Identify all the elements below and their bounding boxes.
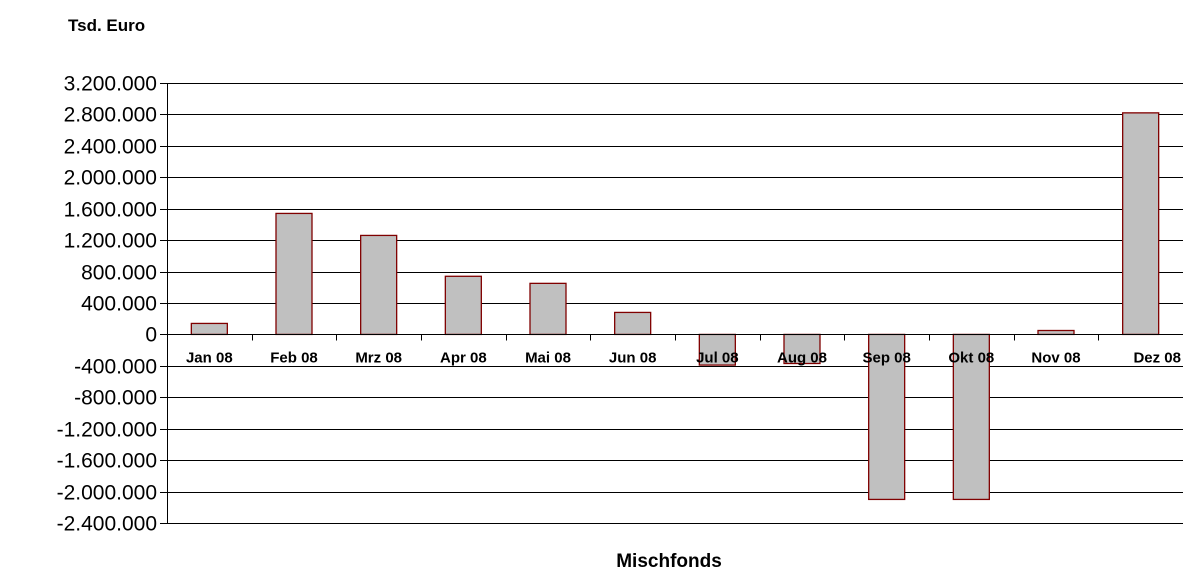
x-axis-title: Mischfonds [616,551,722,572]
bar [190,322,228,336]
bar [698,333,736,366]
x-tick-label: Mrz 08 [355,349,402,366]
bar [444,275,482,336]
bar [952,333,990,501]
y-tick-label: -1.200.000 [57,419,157,442]
y-tick-label: -1.600.000 [57,450,157,473]
y-tick-label: 800.000 [81,262,157,285]
bar [1037,329,1075,336]
x-tick-label: Okt 08 [948,349,994,366]
y-tick-label: 1.200.000 [64,230,157,253]
bar [1122,112,1160,336]
bar [529,282,567,336]
x-tick-label: Mai 08 [525,349,571,366]
bars [190,112,1160,501]
x-tick-labels: Jan 08 Feb 08 Mrz 08 Apr 08 Mai 08 Jun 08 Jul … [186,349,1181,366]
y-tick-label: -400.000 [74,356,157,379]
y-tick-label: 3.200.000 [64,73,157,96]
y-tick-label: 1.600.000 [64,199,157,222]
y-axis-unit-label: Tsd. Euro [68,16,146,35]
y-tick-label: 2.400.000 [64,136,157,159]
axes [167,83,1183,523]
bar [360,234,398,336]
x-tick-label: Apr 08 [440,349,487,366]
x-tick-label: Jun 08 [609,349,657,366]
x-tick-label: Aug 08 [777,349,827,366]
x-tick-label: Jan 08 [186,349,233,366]
y-tick-label: -2.000.000 [57,482,157,505]
x-tick-label: Jul 08 [696,349,739,366]
x-tick-label: Sep 08 [862,349,910,366]
bar [868,333,906,501]
y-tick-label: 2.800.000 [64,104,157,127]
y-tick-labels: 3.200.000 2.800.000 2.400.000 2.000.000 1.60… [57,73,157,536]
y-tick-label: -2.400.000 [57,513,157,536]
y-tick-label: 2.000.000 [64,167,157,190]
bar [275,212,313,336]
y-tick-label: 0 [145,324,157,347]
x-tick-label: Feb 08 [270,349,318,366]
y-tick-label: 400.000 [81,293,157,316]
y-tick-label: -800.000 [74,387,157,410]
bar [783,333,821,365]
x-tick-label: Dez 08 [1133,349,1181,366]
grid-lines [160,83,1183,524]
x-tick-label: Nov 08 [1031,349,1080,366]
bar [614,311,652,336]
